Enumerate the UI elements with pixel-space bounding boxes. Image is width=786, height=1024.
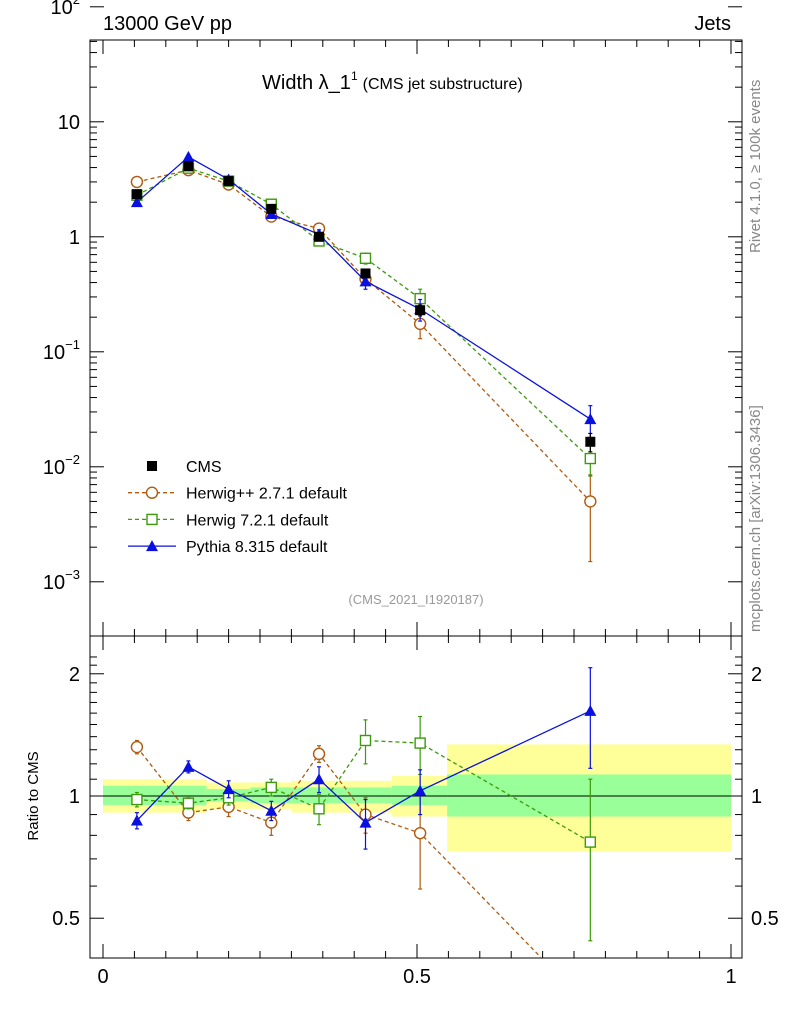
main-ytick-label-mantissa-5: 10 <box>43 572 65 594</box>
data-point-pythia-8-315-default-5 <box>359 275 372 287</box>
ratio-point-pythia-8-315-default-7 <box>584 704 597 716</box>
main-ytick-label-mantissa-3: 10 <box>43 342 65 364</box>
data-series <box>130 150 597 1014</box>
ratio-plot-frame <box>89 635 743 959</box>
ratio-ylabel: Ratio to CMS <box>25 751 42 840</box>
ratio-point-herwig-7-2-1-default-3 <box>265 781 278 794</box>
data-point-cms-0 <box>131 189 142 200</box>
main-ytick-label-3: 10−1 <box>43 337 80 364</box>
side-text-bottom: mcplots.cern.ch [arXiv:1306.3436] <box>747 405 764 632</box>
text-labels: 13000 GeV pp Jets Rivet 4.1.0, ≥ 100k ev… <box>25 13 764 841</box>
ratio-point-herwig-7-2-1-default-1 <box>182 797 195 809</box>
data-point-cms-6 <box>415 305 426 316</box>
ratio-point-herwig-7-2-1-default-5 <box>359 734 372 747</box>
main-ytick-label-0: 102 <box>51 0 80 19</box>
ratio-band-inner-0 <box>103 785 207 806</box>
ratio-point-herwig-7-2-1-default-6 <box>414 737 426 749</box>
series-line-herwig-7-2-1-default <box>136 167 591 460</box>
data-point-pythia-8-315-default-1 <box>182 150 195 162</box>
chart-title-sup: 1 <box>351 69 358 83</box>
main-ytick-label-exponent-0: 2 <box>73 0 80 7</box>
legend-marker-herwig-2-7-1-default <box>145 486 159 499</box>
ratio-point-pythia-8-315-default-0 <box>130 814 143 826</box>
ratio-point-herwig-2-7-1-default-4 <box>312 747 326 761</box>
ratio-ytick-label-right-0: 2 <box>751 664 762 686</box>
ratio-point-herwig-2-7-1-default-0 <box>130 740 144 754</box>
ratio-point-herwig-2-7-1-default-6 <box>413 826 427 840</box>
data-point-herwig-7-2-1-default-7 <box>584 452 597 465</box>
ratio-ytick-label-left-0: 2 <box>69 664 80 686</box>
main-ytick-label-exponent-4: −2 <box>65 452 80 467</box>
main-ytick-label-2: 1 <box>69 227 80 249</box>
legend-label-herwig-2-7-1-default: Herwig++ 2.7.1 default <box>186 486 348 503</box>
legend-label-pythia-8-315-default: Pythia 8.315 default <box>186 539 328 556</box>
main-ytick-label-mantissa-1: 10 <box>58 112 80 134</box>
ratio-line-pythia-8-315-default <box>136 710 591 824</box>
main-ytick-label-mantissa-0: 10 <box>51 0 73 19</box>
chart-title-sub: (CMS jet substructure) <box>363 76 523 93</box>
ratio-point-pythia-8-315-default-6 <box>414 784 427 796</box>
data-point-herwig-2-7-1-default-7 <box>584 495 597 508</box>
main-panel-series <box>130 150 597 563</box>
data-point-pythia-8-315-default-7 <box>584 413 597 425</box>
ratio-band-inner-5 <box>447 774 731 817</box>
data-point-cms-4 <box>314 231 325 242</box>
data-point-cms-5 <box>360 268 371 279</box>
ratio-point-pythia-8-315-default-1 <box>182 760 195 772</box>
series-line-pythia-8-315-default <box>136 156 591 420</box>
main-ytick-label-1: 10 <box>58 112 80 134</box>
main-ytick-label-mantissa-2: 1 <box>69 227 80 249</box>
ratio-ytick-label-right-1: 1 <box>751 786 762 808</box>
xtick-label-2: 1 <box>725 966 736 988</box>
ratio-line-herwig-7-2-1-default <box>136 739 591 843</box>
legend-label-herwig-7-2-1-default: Herwig 7.2.1 default <box>186 512 329 529</box>
data-point-cms-7 <box>585 436 596 447</box>
ratio-point-pythia-8-315-default-2 <box>222 783 235 795</box>
chart-title-main: Width λ_1 <box>262 72 351 94</box>
xtick-label-1: 0.5 <box>403 966 431 988</box>
series-line-herwig-2-7-1-default <box>136 169 591 502</box>
data-point-pythia-8-315-default-0 <box>130 196 143 208</box>
chart-title: Width λ_11 (CMS jet substructure) <box>262 69 523 94</box>
plot-frames <box>89 39 743 959</box>
data-point-cms-2 <box>223 176 234 187</box>
ratio-point-herwig-2-7-1-default-7 <box>585 1003 596 1014</box>
ratio-ytick-label-right-2: 0.5 <box>751 908 779 930</box>
ratio-point-pythia-8-315-default-3 <box>265 804 278 816</box>
legend-marker-pythia-8-315-default <box>146 540 158 552</box>
ratio-ytick-label-left-2: 0.5 <box>52 908 80 930</box>
ratio-point-herwig-7-2-1-default-0 <box>131 793 143 806</box>
data-point-cms-3 <box>266 203 277 214</box>
ratio-line-herwig-2-7-1-default <box>136 746 543 958</box>
main-ytick-label-mantissa-4: 10 <box>43 457 65 479</box>
data-point-cms-1 <box>183 161 194 172</box>
ratio-point-pythia-8-315-default-5 <box>359 816 372 828</box>
xtick-label-0: 0 <box>97 966 108 988</box>
header-left: 13000 GeV pp <box>103 13 232 35</box>
main-ytick-label-4: 10−2 <box>43 452 80 479</box>
legend-marker-cms <box>147 461 157 471</box>
ratio-ytick-label-left-1: 1 <box>69 786 80 808</box>
ratio-point-pythia-8-315-default-4 <box>313 773 326 785</box>
main-ytick-label-exponent-3: −1 <box>65 337 80 352</box>
ratio-panel-series <box>130 667 597 1014</box>
main-ytick-label-5: 10−3 <box>43 567 80 594</box>
legend-label-cms: CMS <box>186 459 222 476</box>
header-right: Jets <box>694 13 731 35</box>
analysis-label: (CMS_2021_I1920187) <box>348 592 483 607</box>
ratio-point-herwig-7-2-1-default-7 <box>584 836 597 848</box>
main-ytick-label-exponent-5: −3 <box>65 567 80 582</box>
data-point-herwig-7-2-1-default-5 <box>359 252 372 265</box>
side-text-top: Rivet 4.1.0, ≥ 100k events <box>747 80 764 253</box>
legend: CMS Herwig++ 2.7.1 default Herwig 7.2.1 de… <box>128 459 348 556</box>
legend-marker-herwig-7-2-1-default <box>146 513 158 526</box>
data-point-herwig-2-7-1-default-0 <box>130 175 144 189</box>
ratio-point-herwig-7-2-1-default-4 <box>313 803 325 815</box>
